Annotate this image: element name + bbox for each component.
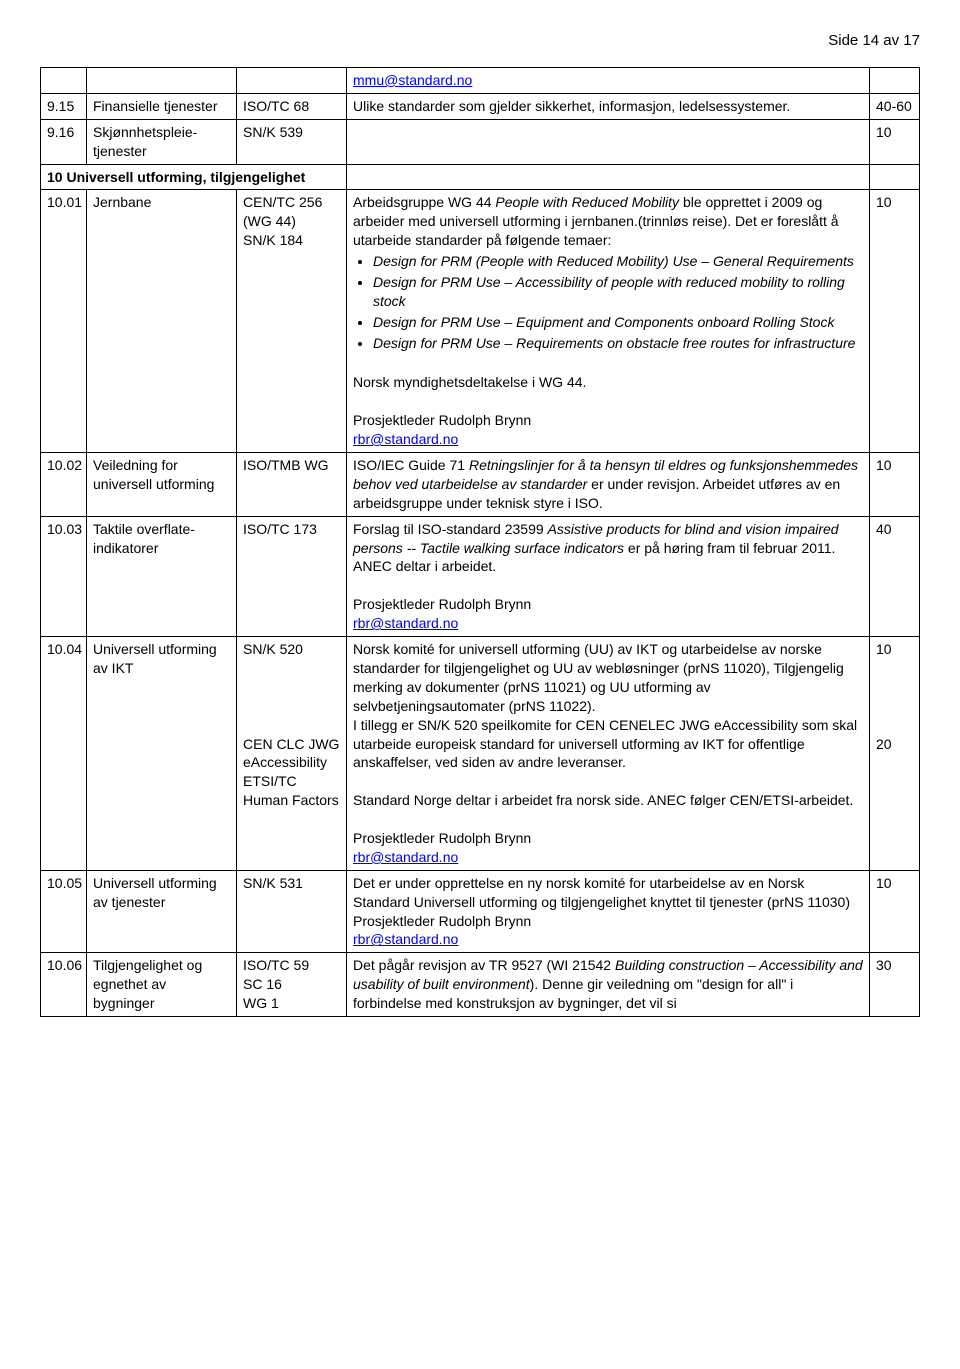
email-link[interactable]: rbr@standard.no: [353, 431, 458, 447]
table-row: 9.16 Skjønnhetspleie-tjenester SN/K 539 …: [41, 119, 920, 164]
cell-id: 10.05: [41, 870, 87, 953]
cell-ref: ISO/TMB WG: [237, 453, 347, 517]
num-value: 20: [876, 735, 913, 754]
cell-name: Universell utforming av IKT: [87, 637, 237, 871]
ref-line: SN/K 520: [243, 641, 303, 657]
cell-num: 10: [870, 870, 920, 953]
desc-text: Norsk myndighetsdeltakelse i WG 44.: [353, 374, 586, 390]
cell-desc: Arbeidsgruppe WG 44 People with Reduced …: [347, 190, 870, 453]
standards-table: mmu@standard.no 9.15 Finansielle tjenest…: [40, 67, 920, 1017]
cell-ref: SN/K 520 CEN CLC JWG eAccessibility ETSI…: [237, 637, 347, 871]
ref-line: SC 16: [243, 976, 282, 992]
desc-text: Det pågår revisjon av TR 9527 (WI 21542: [353, 957, 615, 973]
cell-num: [870, 164, 920, 190]
cell-desc: Det er under opprettelse en ny norsk kom…: [347, 870, 870, 953]
list-item: Design for PRM (People with Reduced Mobi…: [373, 252, 863, 271]
cell-id: 9.16: [41, 119, 87, 164]
cell-ref: ISO/TC 173: [237, 516, 347, 636]
table-row: mmu@standard.no: [41, 68, 920, 94]
desc-text: Arbeidsgruppe WG 44: [353, 194, 495, 210]
cell-desc: Det pågår revisjon av TR 9527 (WI 21542 …: [347, 953, 870, 1017]
cell-desc: Forslag til ISO-standard 23599 Assistive…: [347, 516, 870, 636]
cell-name: Universell utforming av tjenester: [87, 870, 237, 953]
project-leader: Prosjektleder Rudolph Brynn: [353, 412, 531, 428]
desc-text: Norsk komité for universell utforming (U…: [353, 641, 844, 714]
email-link[interactable]: mmu@standard.no: [353, 72, 472, 88]
cell-num: 10: [870, 190, 920, 453]
table-row: 10.04 Universell utforming av IKT SN/K 5…: [41, 637, 920, 871]
email-link[interactable]: rbr@standard.no: [353, 849, 458, 865]
cell-desc: Ulike standarder som gjelder sikkerhet, …: [347, 93, 870, 119]
cell-num: 30: [870, 953, 920, 1017]
desc-italic: People with Reduced Mobility: [495, 194, 679, 210]
cell-num: [870, 68, 920, 94]
ref-line: (WG 44): [243, 213, 296, 229]
cell-desc: ISO/IEC Guide 71 Retningslinjer for å ta…: [347, 453, 870, 517]
cell-desc: [347, 164, 870, 190]
ref-line: ETSI/TC Human Factors: [243, 773, 339, 808]
cell-num: 10: [870, 453, 920, 517]
cell-desc: mmu@standard.no: [347, 68, 870, 94]
ref-line: CEN CLC JWG eAccessibility: [243, 736, 339, 771]
cell-name: Tilgjengelighet og egnethet av bygninger: [87, 953, 237, 1017]
email-link[interactable]: rbr@standard.no: [353, 931, 458, 947]
table-row: 10.03 Taktile overflate-indikatorer ISO/…: [41, 516, 920, 636]
cell-num: 40: [870, 516, 920, 636]
project-leader: Prosjektleder Rudolph Brynn: [353, 830, 531, 846]
cell-num: 10 20: [870, 637, 920, 871]
num-value: 10: [876, 640, 913, 659]
cell-ref: SN/K 531: [237, 870, 347, 953]
table-row: 10.02 Veiledning for universell utformin…: [41, 453, 920, 517]
cell-id: [41, 68, 87, 94]
cell-name: Skjønnhetspleie-tjenester: [87, 119, 237, 164]
desc-text: Forslag til ISO-standard 23599: [353, 521, 548, 537]
cell-id: 10.06: [41, 953, 87, 1017]
ref-line: ISO/TC 59: [243, 957, 309, 973]
desc-text: Standard Norge deltar i arbeidet fra nor…: [353, 792, 853, 808]
cell-ref: SN/K 539: [237, 119, 347, 164]
table-row: 10.06 Tilgjengelighet og egnethet av byg…: [41, 953, 920, 1017]
cell-id: 9.15: [41, 93, 87, 119]
cell-ref: [237, 68, 347, 94]
list-item: Design for PRM Use – Accessibility of pe…: [373, 273, 863, 311]
cell-desc: [347, 119, 870, 164]
cell-name: [87, 68, 237, 94]
cell-id: 10.04: [41, 637, 87, 871]
list-item: Design for PRM Use – Equipment and Compo…: [373, 313, 863, 332]
email-link[interactable]: rbr@standard.no: [353, 615, 458, 631]
section-title: 10 Universell utforming, tilgjengelighet: [41, 164, 347, 190]
bullet-list: Design for PRM (People with Reduced Mobi…: [373, 252, 863, 352]
desc-text: ISO/IEC Guide 71: [353, 457, 469, 473]
cell-ref: ISO/TC 68: [237, 93, 347, 119]
project-leader: Prosjektleder Rudolph Brynn: [353, 913, 531, 929]
cell-name: Taktile overflate-indikatorer: [87, 516, 237, 636]
section-header-row: 10 Universell utforming, tilgjengelighet: [41, 164, 920, 190]
table-row: 10.05 Universell utforming av tjenester …: [41, 870, 920, 953]
cell-desc: Norsk komité for universell utforming (U…: [347, 637, 870, 871]
desc-text: I tillegg er SN/K 520 speilkomite for CE…: [353, 717, 857, 771]
list-item: Design for PRM Use – Requirements on obs…: [373, 334, 863, 353]
table-row: 9.15 Finansielle tjenester ISO/TC 68 Uli…: [41, 93, 920, 119]
cell-name: Jernbane: [87, 190, 237, 453]
cell-ref: CEN/TC 256 (WG 44) SN/K 184: [237, 190, 347, 453]
desc-text: Det er under opprettelse en ny norsk kom…: [353, 875, 850, 910]
cell-num: 40-60: [870, 93, 920, 119]
cell-name: Veiledning for universell utforming: [87, 453, 237, 517]
cell-id: 10.02: [41, 453, 87, 517]
cell-ref: ISO/TC 59 SC 16 WG 1: [237, 953, 347, 1017]
project-leader: Prosjektleder Rudolph Brynn: [353, 596, 531, 612]
table-row: 10.01 Jernbane CEN/TC 256 (WG 44) SN/K 1…: [41, 190, 920, 453]
cell-id: 10.03: [41, 516, 87, 636]
cell-name: Finansielle tjenester: [87, 93, 237, 119]
ref-line: WG 1: [243, 995, 279, 1011]
cell-id: 10.01: [41, 190, 87, 453]
cell-num: 10: [870, 119, 920, 164]
page-header: Side 14 av 17: [40, 32, 920, 49]
ref-line: SN/K 184: [243, 232, 303, 248]
ref-line: CEN/TC 256: [243, 194, 322, 210]
